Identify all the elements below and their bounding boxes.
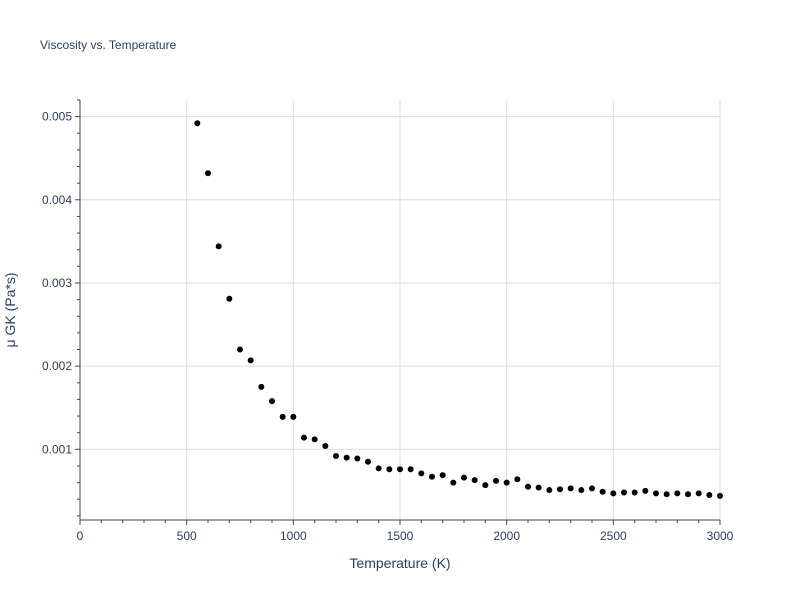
y-tick-label: 0.003 — [42, 276, 72, 290]
y-axis-title: μ GK (Pa*s) — [2, 273, 18, 348]
data-point — [471, 477, 478, 484]
data-point — [461, 474, 467, 481]
data-point — [194, 120, 201, 127]
x-tick-label: 500 — [177, 529, 197, 543]
data-point — [685, 491, 691, 498]
x-tick-label: 3000 — [707, 529, 734, 543]
y-tick-label: 0.001 — [42, 442, 72, 456]
data-point — [589, 485, 595, 492]
data-point — [365, 458, 371, 465]
data-point — [226, 295, 233, 302]
data-point — [354, 455, 361, 462]
data-point — [237, 346, 243, 353]
x-axis-title: Temperature (K) — [349, 555, 450, 571]
axes: 0 500 1000 1500 2000 2500 3000 0.001 0.002 0.003 0… — [42, 99, 734, 543]
data-point — [375, 465, 382, 472]
data-point — [322, 442, 329, 449]
y-tick-label: 0.002 — [42, 359, 72, 373]
data-point — [631, 489, 638, 496]
data-point — [717, 492, 723, 499]
data-point — [535, 484, 542, 491]
data-point — [525, 483, 531, 490]
x-tick-label: 0 — [77, 529, 84, 543]
data-point — [653, 490, 659, 497]
data-point — [215, 243, 222, 250]
data-point — [621, 489, 627, 496]
data-point — [205, 170, 211, 177]
data-point — [706, 492, 713, 499]
data-point — [429, 473, 435, 480]
data-point — [386, 466, 393, 473]
data-point — [610, 490, 617, 497]
x-tick-label: 2000 — [493, 529, 520, 543]
grid-lines — [80, 100, 721, 520]
data-point — [503, 479, 510, 486]
data-point — [397, 466, 403, 473]
data-point — [546, 487, 553, 494]
data-point — [279, 413, 286, 420]
data-point — [418, 470, 425, 477]
data-point — [343, 454, 350, 461]
y-tick-label: 0.005 — [42, 110, 72, 124]
x-tick-label: 1000 — [280, 529, 307, 543]
data-point — [642, 487, 649, 494]
data-point — [258, 383, 265, 390]
data-point — [301, 434, 307, 441]
x-tick-label: 2500 — [600, 529, 627, 543]
data-point — [663, 491, 670, 498]
data-point — [599, 488, 606, 495]
data-point — [578, 487, 585, 494]
data-point — [493, 477, 499, 484]
data-point — [514, 476, 521, 483]
data-point — [557, 486, 563, 493]
data-point — [269, 398, 275, 405]
data-point — [311, 436, 318, 443]
data-point — [407, 466, 414, 473]
x-tick-label: 1500 — [387, 529, 414, 543]
data-point — [674, 490, 681, 497]
data-point — [450, 479, 457, 486]
y-tick-label: 0.004 — [42, 193, 72, 207]
data-point — [567, 485, 574, 492]
data-point — [439, 472, 446, 479]
data-point — [247, 357, 254, 364]
data-point — [482, 482, 489, 489]
data-point — [290, 413, 297, 420]
data-point — [695, 490, 702, 497]
data-point — [333, 452, 339, 459]
data-points — [194, 120, 723, 499]
chart-title: Viscosity vs. Temperature — [40, 38, 177, 52]
